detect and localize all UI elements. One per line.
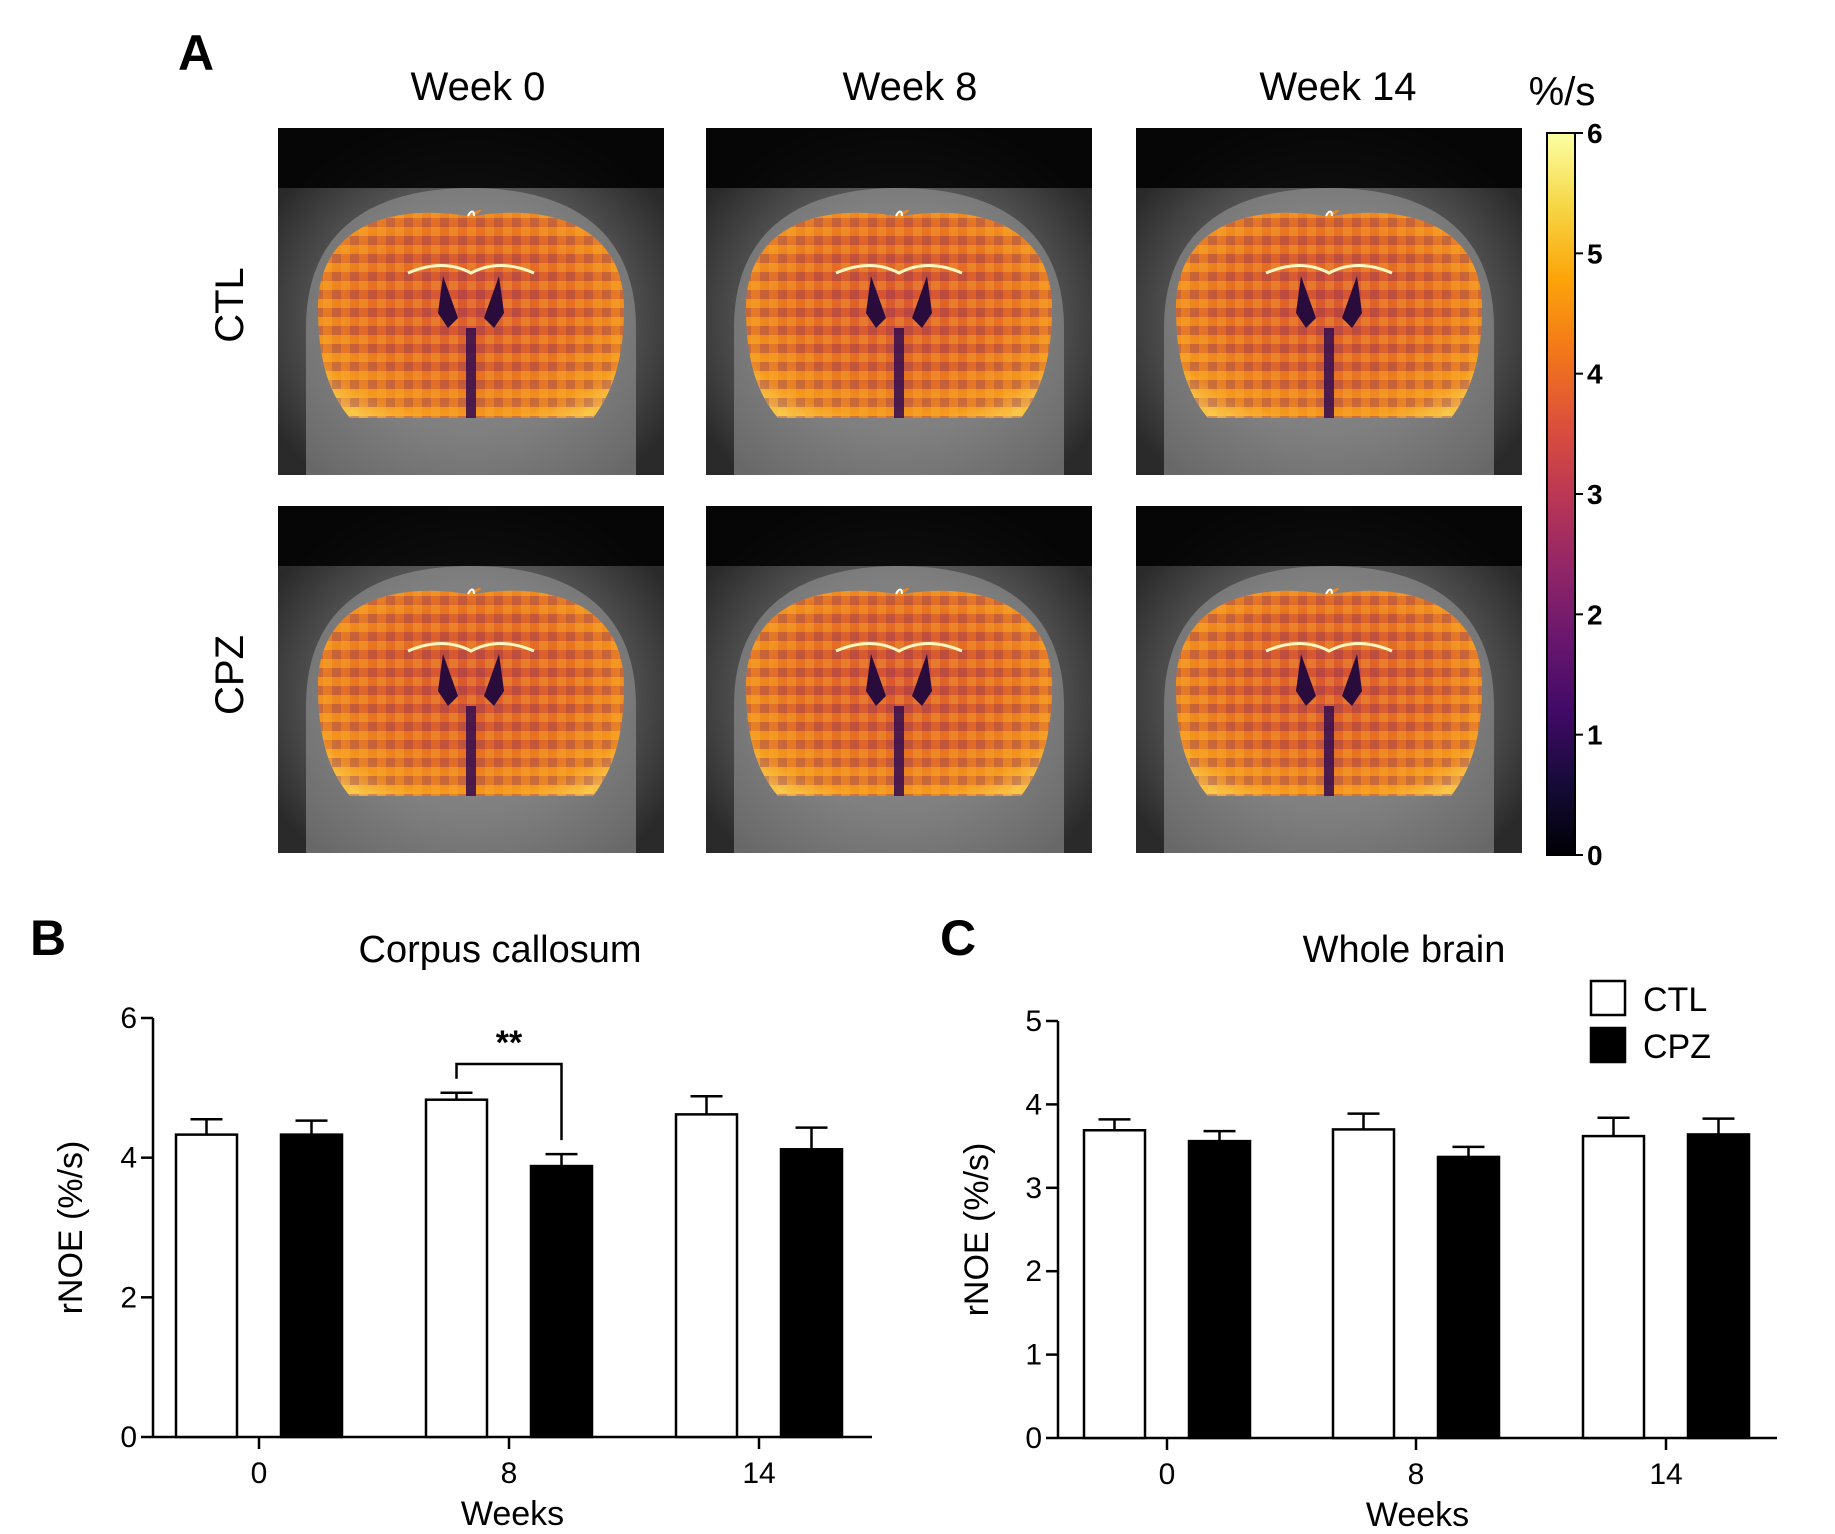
x-tick-label-8: 8 [501, 1457, 518, 1490]
panel-label-c: C [940, 910, 976, 966]
legend-label-ctl: CTL [1643, 981, 1707, 1019]
chart-corpus-callosum: Corpus callosum 0 2 4 6 rNOE (%/s) 0 8 14 Weeks ** [52, 929, 872, 1533]
bar-cpz-week-14 [779, 1148, 844, 1439]
colorbar-tick-label-0: 0 [1587, 840, 1603, 871]
mri-cpz-week-14 [1134, 504, 1524, 855]
y-tick-label-4: 4 [120, 1142, 137, 1175]
y-tick-label-3: 3 [1025, 1172, 1042, 1205]
y-tick-label-5: 5 [1025, 1005, 1042, 1038]
bar-cpz-week-0 [1187, 1139, 1252, 1440]
colorbar-tick-label-3: 3 [1587, 479, 1603, 510]
mri-cpz-week-0 [276, 504, 666, 855]
x-tick-label-8: 8 [1408, 1458, 1425, 1491]
bar-ctl-week-0 [174, 1133, 239, 1439]
x-axis-label: Weeks [1366, 1496, 1469, 1534]
bar-ctl-week-14 [1581, 1134, 1646, 1440]
mri-ctl-week-0 [276, 126, 666, 477]
y-tick-label-1: 1 [1025, 1339, 1042, 1372]
row-label-cpz: CPZ [208, 635, 252, 715]
x-tick-label-14: 14 [742, 1457, 775, 1490]
column-title-week-14: Week 14 [1259, 65, 1416, 109]
mri-cpz-week-8 [704, 504, 1094, 855]
significance-marker: ** [496, 1024, 523, 1062]
legend-swatch-cpz [1589, 1026, 1627, 1064]
colorbar-gradient [1546, 132, 1576, 856]
y-tick-label-6: 6 [120, 1002, 137, 1035]
chart-whole-brain: Whole brain 0 1 2 3 4 5 rNOE (%/s) 0 8 14 Weeks CTL C… [958, 929, 1777, 1534]
chart-title: Whole brain [1303, 929, 1506, 971]
y-tick-label-0: 0 [120, 1421, 137, 1454]
chart-title: Corpus callosum [359, 929, 642, 971]
x-tick-label-0: 0 [251, 1457, 268, 1490]
legend-label-cpz: CPZ [1643, 1028, 1711, 1066]
bar-ctl-week-0 [1082, 1129, 1147, 1440]
colorbar-tick-label-5: 5 [1587, 238, 1603, 269]
bar-ctl-week-8 [1331, 1128, 1396, 1440]
y-axis-label: rNOE (%/s) [958, 1143, 996, 1317]
colorbar-tick-label-4: 4 [1587, 359, 1603, 390]
x-tick-label-0: 0 [1159, 1458, 1176, 1491]
bar-cpz-week-14 [1686, 1133, 1751, 1440]
column-title-week-0: Week 0 [411, 65, 546, 109]
panel-label-a: A [178, 25, 214, 81]
colorbar: %/s 0 1 2 3 4 5 6 [1529, 70, 1603, 871]
x-axis-label: Weeks [461, 1495, 564, 1533]
legend-swatch-ctl [1589, 979, 1627, 1017]
mri-ctl-week-14 [1134, 126, 1524, 477]
bar-cpz-week-8 [529, 1164, 594, 1439]
bar-ctl-week-8 [424, 1098, 489, 1439]
y-tick-label-2: 2 [120, 1281, 137, 1314]
column-title-week-8: Week 8 [843, 65, 978, 109]
colorbar-unit: %/s [1529, 70, 1596, 114]
x-tick-label-14: 14 [1649, 1458, 1682, 1491]
bar-ctl-week-14 [674, 1113, 739, 1439]
panel-label-b: B [30, 910, 66, 966]
colorbar-tick-label-2: 2 [1587, 599, 1603, 630]
colorbar-tick-label-1: 1 [1587, 720, 1603, 751]
colorbar-tick-label-6: 6 [1587, 118, 1603, 149]
significance-bracket [455, 1062, 563, 1141]
y-tick-label-2: 2 [1025, 1255, 1042, 1288]
bar-cpz-week-8 [1436, 1155, 1501, 1440]
y-axis-label: rNOE (%/s) [52, 1141, 90, 1315]
mri-ctl-week-8 [704, 126, 1094, 477]
y-tick-label-0: 0 [1025, 1422, 1042, 1455]
y-tick-label-4: 4 [1025, 1088, 1042, 1121]
bar-cpz-week-0 [279, 1133, 344, 1439]
row-label-ctl: CTL [208, 267, 252, 343]
